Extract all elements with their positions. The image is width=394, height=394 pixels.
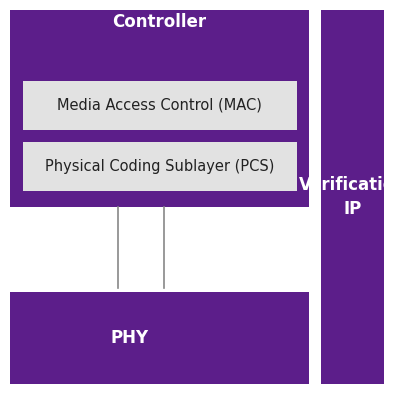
Text: Physical Coding Sublayer (PCS): Physical Coding Sublayer (PCS) (45, 159, 274, 174)
Text: Media Access Control (MAC): Media Access Control (MAC) (57, 98, 262, 113)
Text: Verification
IP: Verification IP (299, 175, 394, 219)
Bar (10, 207, 309, 288)
Bar (321, 10, 384, 384)
Bar (23, 81, 297, 130)
Bar (23, 142, 297, 191)
Text: PHY: PHY (111, 329, 149, 347)
Text: Controller: Controller (113, 13, 206, 31)
Bar (10, 10, 309, 207)
Bar (10, 292, 309, 384)
